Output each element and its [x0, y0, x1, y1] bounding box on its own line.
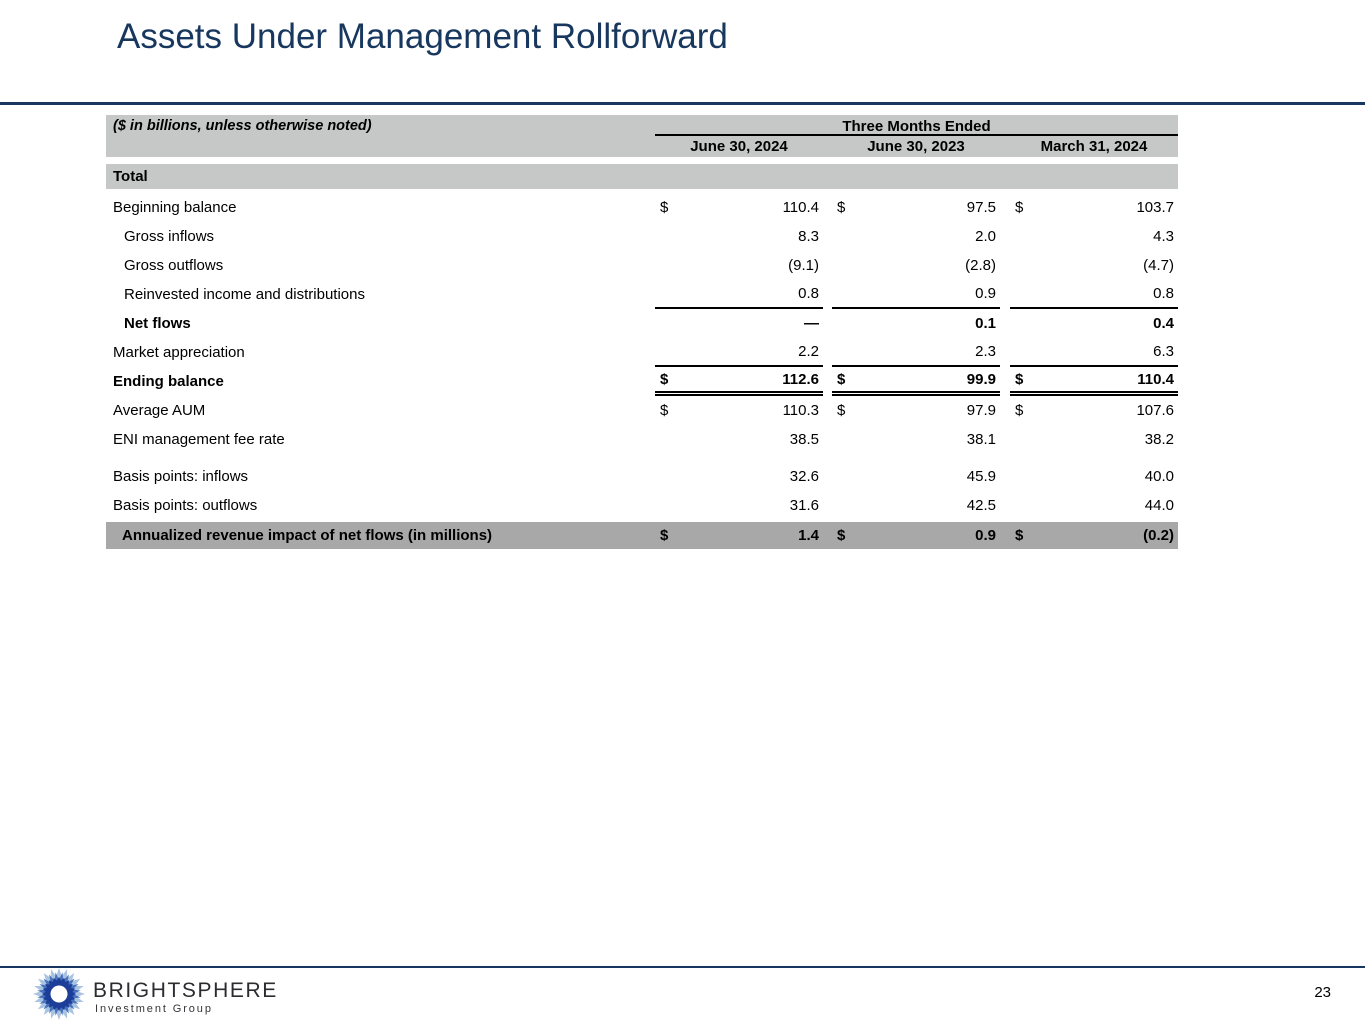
cell-value: (9.1)	[788, 257, 819, 274]
table-row: Basis points: outflows 31.6 42.5 44.0	[106, 491, 1178, 520]
currency-symbol: $	[1015, 527, 1024, 544]
table-row: Net flows — 0.1 0.4	[106, 309, 1178, 338]
row-label: Basis points: inflows	[113, 468, 249, 485]
row-label: Basis points: outflows	[113, 497, 258, 514]
cell-value: 4.3	[1153, 228, 1174, 245]
brand-subtitle: Investment Group	[95, 1003, 213, 1015]
cell-value: 0.9	[975, 285, 996, 302]
cell-value: 44.0	[1144, 497, 1174, 514]
cell-value: 32.6	[789, 468, 819, 485]
cell-value: 0.1	[975, 315, 996, 332]
cell-value: 38.5	[789, 431, 819, 448]
table-row: ENI management fee rate 38.5 38.1 38.2	[106, 425, 1178, 454]
currency-symbol: $	[660, 370, 669, 388]
table-row-highlight: Annualized revenue impact of net flows (…	[106, 522, 1178, 549]
page-title: Assets Under Management Rollforward	[117, 17, 728, 56]
cell-value: 0.8	[1153, 285, 1174, 302]
table-row: Reinvested income and distributions 0.8 …	[106, 280, 1178, 309]
table-header-band: ($ in billions, unless otherwise noted) …	[106, 115, 1178, 157]
table-row: Gross outflows (9.1) (2.8) (4.7)	[106, 251, 1178, 280]
cell-value: 99.9	[966, 370, 996, 388]
cell-value: 8.3	[798, 228, 819, 245]
currency-symbol: $	[837, 199, 846, 216]
table-row: Average AUM $110.3 $97.9 $107.6	[106, 396, 1178, 425]
row-label: Market appreciation	[113, 344, 245, 361]
currency-symbol: $	[1015, 402, 1024, 419]
currency-symbol: $	[660, 527, 669, 544]
row-label: Gross outflows	[124, 257, 224, 274]
column-header: June 30, 2023	[867, 138, 965, 155]
units-note: ($ in billions, unless otherwise noted)	[113, 117, 372, 134]
footer-divider	[0, 966, 1365, 968]
cell-value: 103.7	[1136, 199, 1174, 216]
row-label: Ending balance	[113, 373, 224, 390]
row-label: Gross inflows	[124, 228, 215, 245]
cell-value: (4.7)	[1143, 257, 1174, 274]
cell-value: 0.4	[1153, 315, 1174, 332]
currency-symbol: $	[837, 370, 846, 388]
cell-value: 2.2	[798, 343, 819, 360]
cell-value: 0.9	[975, 527, 996, 544]
cell-value: 110.4	[782, 199, 819, 216]
table-row: Basis points: inflows 32.6 45.9 40.0	[106, 462, 1178, 491]
currency-symbol: $	[837, 527, 846, 544]
span-header: Three Months Ended	[655, 115, 1178, 136]
row-label: Average AUM	[113, 402, 206, 419]
cell-value: 107.6	[1136, 402, 1174, 419]
aum-rollforward-table: ($ in billions, unless otherwise noted) …	[106, 115, 1178, 549]
cell-value: 40.0	[1144, 468, 1174, 485]
column-header: March 31, 2024	[1040, 138, 1148, 155]
cell-value: 31.6	[789, 497, 819, 514]
table-row: Ending balance $112.6 $99.9 $110.4	[106, 367, 1178, 396]
cell-value: 6.3	[1153, 343, 1174, 360]
page-number: 23	[1314, 984, 1331, 1001]
row-label: ENI management fee rate	[113, 431, 285, 448]
cell-value: 38.2	[1144, 431, 1174, 448]
cell-value: 0.8	[798, 285, 819, 302]
section-header: Total	[106, 164, 1178, 189]
cell-value: (2.8)	[965, 257, 996, 274]
cell-value: 45.9	[966, 468, 996, 485]
cell-value: 2.3	[975, 343, 996, 360]
cell-value: 97.5	[966, 199, 996, 216]
cell-value: 1.4	[798, 527, 819, 544]
table-body: Beginning balance $110.4 $97.5 $103.7 Gr…	[106, 193, 1178, 549]
brand-name: BRIGHTSPHERE	[93, 979, 278, 1002]
title-divider	[0, 102, 1365, 105]
table-row: Gross inflows 8.3 2.0 4.3	[106, 222, 1178, 251]
row-label: Net flows	[124, 315, 191, 332]
row-label: Annualized revenue impact of net flows (…	[122, 527, 493, 544]
currency-symbol: $	[1015, 370, 1024, 388]
table-row: Market appreciation 2.2 2.3 6.3	[106, 338, 1178, 367]
brightsphere-logo-icon	[33, 968, 85, 1020]
cell-value: 110.4	[1137, 370, 1174, 388]
row-label: Beginning balance	[113, 199, 237, 216]
cell-value: 97.9	[966, 402, 996, 419]
cell-value: 110.3	[782, 402, 819, 419]
column-header: June 30, 2024	[690, 138, 788, 155]
currency-symbol: $	[660, 402, 669, 419]
table-row: Beginning balance $110.4 $97.5 $103.7	[106, 193, 1178, 222]
currency-symbol: $	[660, 199, 669, 216]
cell-value: 38.1	[966, 431, 996, 448]
currency-symbol: $	[837, 402, 846, 419]
cell-value: —	[804, 315, 819, 332]
currency-symbol: $	[1015, 199, 1024, 216]
section-label: Total	[113, 168, 148, 185]
cell-value: 2.0	[975, 228, 996, 245]
cell-value: (0.2)	[1143, 527, 1174, 544]
row-label: Reinvested income and distributions	[124, 286, 365, 303]
cell-value: 42.5	[966, 497, 996, 514]
cell-value: 112.6	[782, 370, 819, 388]
